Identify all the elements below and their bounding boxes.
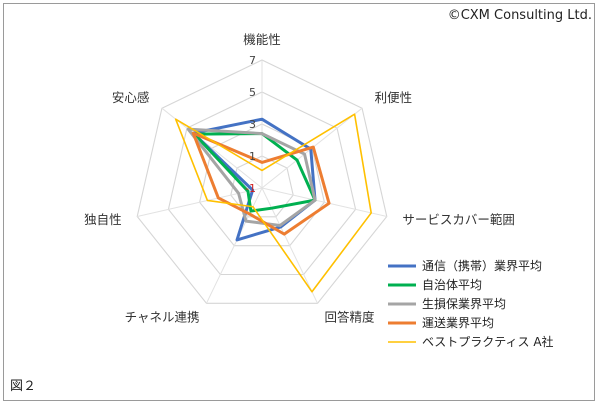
legend-label: 運送業界平均 [422,315,494,330]
legend-label: 通信（携帯）業界平均 [422,258,542,273]
axis-label: 安心感 [112,90,150,105]
axis-label: 機能性 [243,32,281,47]
radar-series [174,113,372,293]
axis-label: 利便性 [375,90,413,105]
axis-label: 回答精度 [324,310,375,325]
tick-label: 5 [249,86,256,99]
axis-label: 独自性 [84,212,122,227]
tick-label: -1 [245,182,256,195]
axis-spoke [137,187,263,217]
axis-label: チャネル連携 [125,310,200,325]
axis-spoke [261,187,387,217]
tick-label: 7 [249,54,256,67]
axis-label: サービスカバー範囲 [402,212,515,227]
series-line-2 [192,132,317,213]
copyright-text: ©CXM Consulting Ltd. [447,8,592,23]
tick-label: 3 [249,118,256,131]
legend-label: 生損保業界平均 [422,296,506,311]
legend-label: 自治体平均 [422,278,482,292]
tick-label: 1 [249,150,256,163]
series-line-4 [191,131,331,236]
series-line-5 [174,113,372,293]
figure-label: 図２ [10,379,37,394]
legend-label: ベストプラクティス A社 [422,334,554,349]
radar-ticks: -1 1 3 5 7 [245,54,256,195]
grid-ring [136,59,388,304]
